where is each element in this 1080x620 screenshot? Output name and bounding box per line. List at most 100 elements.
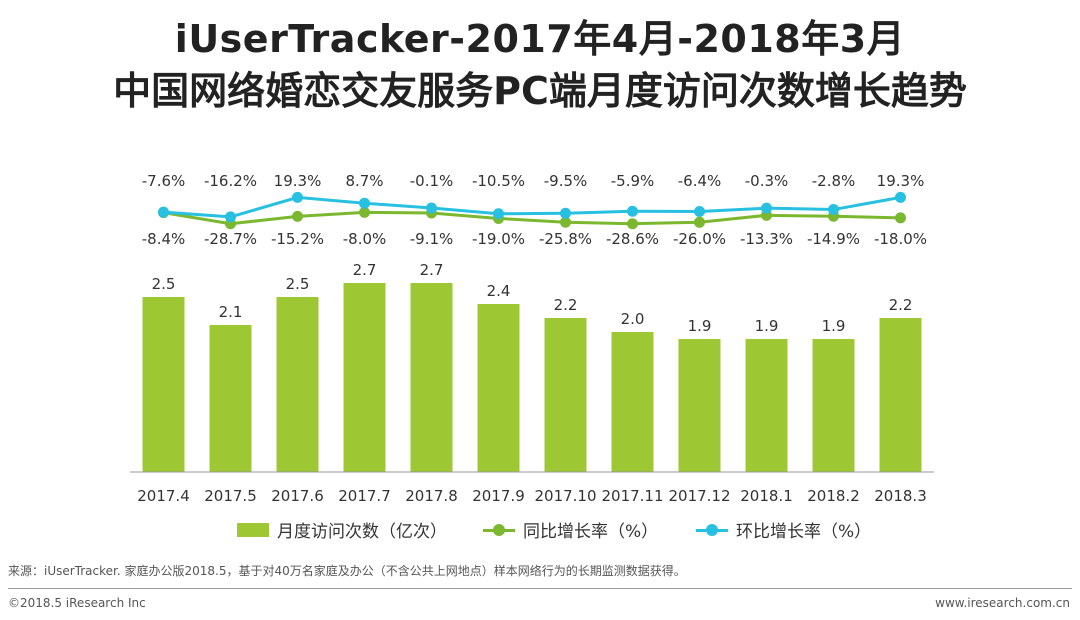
x-tick-label: 2017.5: [204, 487, 257, 505]
yoy-value-label: -9.1%: [410, 230, 454, 248]
yoy-point: [560, 216, 571, 228]
mom-point: [225, 211, 236, 223]
mom-value-label: 19.3%: [274, 172, 322, 190]
yoy-value-label: -15.2%: [271, 230, 324, 248]
yoy-value-label: -8.0%: [343, 230, 387, 248]
mom-point: [761, 202, 772, 214]
bar-value-label: 2.2: [889, 296, 913, 314]
x-tick-label: 2017.10: [534, 487, 596, 505]
yoy-point: [694, 216, 705, 228]
website-link[interactable]: www.iresearch.com.cn: [935, 596, 1070, 610]
yoy-value-label: -19.0%: [472, 230, 525, 248]
legend-item-mom: 环比增长率（%）: [696, 517, 871, 542]
bar: [544, 318, 587, 472]
bar-value-label: 2.1: [219, 303, 243, 321]
yoy-point: [359, 206, 370, 218]
mom-point: [359, 197, 370, 209]
yoy-value-label: -8.4%: [142, 230, 186, 248]
mom-point: [895, 191, 906, 203]
x-tick-label: 2017.12: [668, 487, 730, 505]
bar: [678, 339, 721, 472]
legend-item-yoy: 同比增长率（%）: [483, 517, 658, 542]
x-tick-label: 2018.1: [740, 487, 793, 505]
legend-mom-label: 环比增长率（%）: [736, 522, 872, 542]
x-tick-label: 2017.8: [405, 487, 458, 505]
yoy-value-label: -14.9%: [807, 230, 860, 248]
bar: [142, 297, 185, 472]
bar-value-label: 2.5: [286, 275, 310, 293]
bar: [745, 339, 788, 472]
mom-value-label: 19.3%: [877, 172, 925, 190]
yoy-value-label: -18.0%: [874, 230, 927, 248]
legend-bar-swatch: [237, 522, 269, 537]
bar-series: [142, 283, 922, 472]
bar-value-label: 2.7: [353, 261, 377, 279]
x-tick-label: 2018.3: [874, 487, 927, 505]
legend-yoy-label: 同比增长率（%）: [523, 522, 659, 542]
bar-value-label: 2.4: [487, 282, 511, 300]
legend-item-bar: 月度访问次数（亿次）: [237, 517, 447, 542]
yoy-value-label: -28.7%: [204, 230, 257, 248]
bar: [343, 283, 386, 472]
bar-value-label: 2.2: [554, 296, 578, 314]
mom-point: [493, 208, 504, 220]
mom-value-label: -5.9%: [611, 172, 655, 190]
x-tick-label: 2017.4: [137, 487, 190, 505]
mom-value-label: -16.2%: [204, 172, 257, 190]
mom-value-label: -0.1%: [410, 172, 454, 190]
yoy-point: [627, 218, 638, 230]
mom-point: [828, 204, 839, 216]
bar: [410, 283, 453, 472]
yoy-value-label: -25.8%: [539, 230, 592, 248]
copyright: ©2018.5 iResearch Inc: [8, 596, 146, 610]
x-tick-labels: 2017.4 2017.5 2017.6 2017.7 2017.8 2017.9 2017…: [137, 487, 927, 505]
bar-value-labels: 2.5 2.1 2.5 2.7 2.7 2.4 2.2 2.0 1.9 1.9 1.9 2.2: [152, 261, 913, 335]
legend-yoy-swatch: [483, 523, 515, 537]
source-note: 来源：iUserTracker. 家庭办公版2018.5，基于对40万名家庭及办…: [8, 564, 686, 578]
chart: 2.5 2.1 2.5 2.7 2.7 2.4 2.2 2.0 1.9 1.9 1.9 2.2 201…: [130, 172, 934, 505]
bar: [879, 318, 922, 472]
mom-value-label: -2.8%: [812, 172, 856, 190]
bar: [276, 297, 319, 472]
chart-title-line1: iUserTracker-2017年4月-2018年3月: [174, 17, 906, 61]
legend-mom-swatch: [696, 523, 728, 537]
mom-value-label: -0.3%: [745, 172, 789, 190]
yoy-value-label: -13.3%: [740, 230, 793, 248]
x-tick-label: 2017.9: [472, 487, 525, 505]
legend-bar-label: 月度访问次数（亿次）: [277, 522, 447, 542]
mom-point: [158, 206, 169, 218]
line-value-labels: -8.4% -28.7% -15.2% -8.0% -9.1% -19.0% -25.8% -…: [142, 172, 927, 248]
mom-point: [627, 205, 638, 217]
mom-value-label: -6.4%: [678, 172, 722, 190]
mom-point: [426, 202, 437, 214]
footer-divider: [8, 588, 1072, 589]
bar: [611, 332, 654, 472]
bar-value-label: 2.0: [621, 310, 645, 328]
chart-title-line2: 中国网络婚恋交友服务PC端月度访问次数增长趋势: [113, 69, 967, 113]
bar: [477, 304, 520, 472]
mom-point: [292, 191, 303, 203]
mom-value-label: -10.5%: [472, 172, 525, 190]
bar-value-label: 2.5: [152, 275, 176, 293]
x-tick-label: 2018.2: [807, 487, 860, 505]
mom-point: [560, 207, 571, 219]
mom-value-label: 8.7%: [345, 172, 383, 190]
mom-value-label: -7.6%: [142, 172, 186, 190]
x-tick-label: 2017.7: [338, 487, 391, 505]
mom-value-label: -9.5%: [544, 172, 588, 190]
x-tick-label: 2017.6: [271, 487, 324, 505]
yoy-line: [163, 210, 901, 226]
yoy-value-label: -28.6%: [606, 230, 659, 248]
x-tick-label: 2017.11: [601, 487, 663, 505]
line-series: [158, 191, 906, 230]
mom-point: [694, 206, 705, 218]
bar-value-label: 2.7: [420, 261, 444, 279]
bar: [209, 325, 252, 472]
legend: 月度访问次数（亿次） 同比增长率（%） 环比增长率（%）: [0, 517, 1080, 542]
bar-value-label: 1.9: [822, 317, 846, 335]
bar-value-label: 1.9: [688, 317, 712, 335]
yoy-point: [895, 212, 906, 224]
yoy-value-label: -26.0%: [673, 230, 726, 248]
bar: [812, 339, 855, 472]
yoy-point: [292, 210, 303, 222]
